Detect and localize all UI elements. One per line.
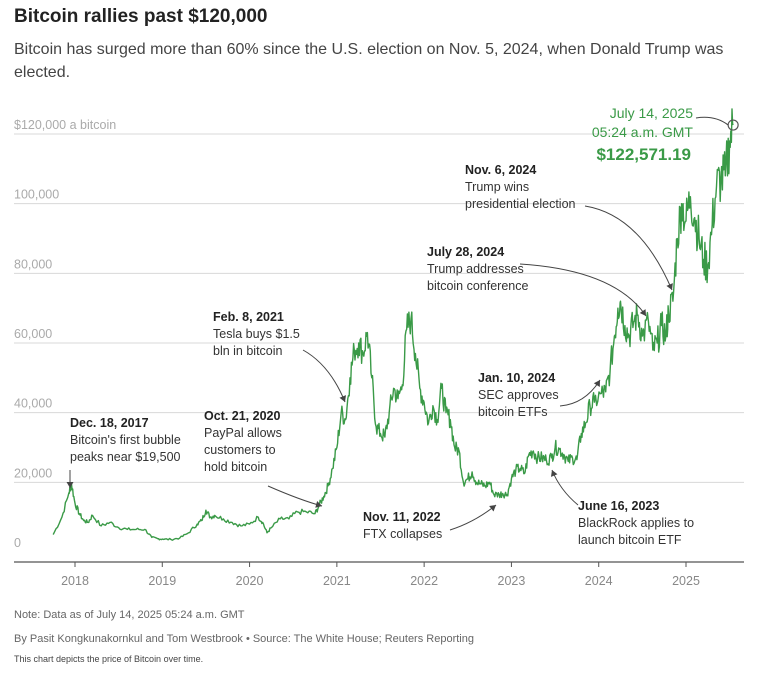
x-tick-label: 2021 xyxy=(323,574,351,588)
x-tick-label: 2022 xyxy=(410,574,438,588)
annotation-text: BlackRock applies to xyxy=(578,516,694,530)
annotation-text: launch bitcoin ETF xyxy=(578,533,682,547)
annotation: Feb. 8, 2021 Tesla buys $1.5 bln in bitcoi… xyxy=(213,310,346,403)
annotation-date: Oct. 21, 2020 xyxy=(204,409,280,423)
arrowhead xyxy=(639,309,646,316)
annotation: Jan. 10, 2024 SEC approves bitcoin ETFs xyxy=(478,371,601,419)
y-axis-ticks: 0 20,000 40,000 60,000 80,000 100,000 $120,000… xyxy=(14,118,116,550)
chart-title: Bitcoin rallies past $120,000 xyxy=(14,6,268,27)
annotation-text: presidential election xyxy=(465,197,576,211)
highlight-date: July 14, 2025 xyxy=(610,105,693,121)
x-axis-ticks: 2018 2019 2020 2021 2022 2023 2024 2025 xyxy=(61,562,700,588)
bitcoin-price-chart: 0 20,000 40,000 60,000 80,000 100,000 $120,000… xyxy=(14,105,744,588)
chart-description: This chart depicts the price of Bitcoin … xyxy=(14,654,204,664)
byline: By Pasit Kongkunakornkul and Tom Westbro… xyxy=(14,633,474,645)
y-tick-label: 100,000 xyxy=(14,188,59,202)
arrowhead xyxy=(315,501,322,508)
x-tick-label: 2018 xyxy=(61,574,89,588)
annotation-text: Bitcoin's first bubble xyxy=(70,433,181,447)
annotation-arrow xyxy=(302,349,346,403)
arrowhead xyxy=(666,283,673,290)
annotation: Nov. 6, 2024 Trump wins presidential elect… xyxy=(465,163,673,291)
annotation-date: July 28, 2024 xyxy=(427,245,504,259)
bitcoin-price-line xyxy=(52,108,734,541)
x-tick-label: 2019 xyxy=(148,574,176,588)
annotation: Nov. 11, 2022 FTX collapses xyxy=(363,504,497,541)
annotation-text: FTX collapses xyxy=(363,527,442,541)
annotation-text: PayPal allows xyxy=(204,426,282,440)
x-tick-label: 2023 xyxy=(498,574,526,588)
x-tick-label: 2024 xyxy=(585,574,613,588)
footnote: Note: Data as of July 14, 2025 05:24 a.m… xyxy=(14,609,245,621)
annotation: Dec. 18, 2017 Bitcoin's first bubble peaks… xyxy=(66,416,181,488)
x-tick-label: 2025 xyxy=(672,574,700,588)
annotation-date: Nov. 6, 2024 xyxy=(465,163,536,177)
annotation-text: Tesla buys $1.5 xyxy=(213,327,300,341)
annotation: June 16, 2023 BlackRock applies to launch … xyxy=(550,469,694,547)
x-tick-label: 2020 xyxy=(236,574,264,588)
annotation: Oct. 21, 2020 PayPal allows customers to ho… xyxy=(204,409,323,508)
annotation-text: bitcoin conference xyxy=(427,279,529,293)
highlight-value: $122,571.19 xyxy=(596,145,691,164)
annotation-text: bitcoin ETFs xyxy=(478,405,547,419)
annotation-date: Nov. 11, 2022 xyxy=(363,510,441,524)
annotation-text: peaks near $19,500 xyxy=(70,450,181,464)
highlight-time: 05:24 a.m. GMT xyxy=(592,124,694,140)
annotation-arrow xyxy=(449,504,497,531)
annotation-arrow xyxy=(519,263,647,317)
annotation-arrow xyxy=(267,485,323,507)
y-tick-label: 20,000 xyxy=(14,466,52,480)
annotation-arrow xyxy=(551,469,579,506)
arrowhead xyxy=(489,505,496,512)
y-tick-label: 80,000 xyxy=(14,257,52,271)
annotation-text: bln in bitcoin xyxy=(213,344,283,358)
y-tick-label: 0 xyxy=(14,536,21,550)
annotation-date: Feb. 8, 2021 xyxy=(213,310,284,324)
chart-subtitle: Bitcoin has surged more than 60% since t… xyxy=(14,41,724,81)
y-tick-label: $120,000 a bitcoin xyxy=(14,118,116,132)
annotation: July 28, 2024 Trump addresses bitcoin conf… xyxy=(427,245,647,317)
annotation-text: customers to xyxy=(204,443,276,457)
grid-layer xyxy=(14,133,744,563)
arrowhead xyxy=(66,482,74,488)
arrowhead xyxy=(550,470,558,477)
arrowhead xyxy=(339,395,346,402)
annotation-text: Trump wins xyxy=(465,180,529,194)
annotation-date: June 16, 2023 xyxy=(578,499,659,513)
highlight-layer: July 14, 2025 05:24 a.m. GMT $122,571.19 xyxy=(592,105,739,164)
annotation-text: Trump addresses xyxy=(427,262,524,276)
y-tick-label: 60,000 xyxy=(14,327,52,341)
y-tick-label: 40,000 xyxy=(14,397,52,411)
series-layer xyxy=(52,108,734,541)
annotation-arrow xyxy=(584,205,673,291)
annotation-text: hold bitcoin xyxy=(204,460,267,474)
annotations-layer: Dec. 18, 2017 Bitcoin's first bubble peaks… xyxy=(66,163,694,547)
annotation-text: SEC approves xyxy=(478,388,559,402)
annotation-date: Jan. 10, 2024 xyxy=(478,371,555,385)
latest-price-leader xyxy=(695,116,729,126)
arrowhead xyxy=(593,380,600,387)
annotation-date: Dec. 18, 2017 xyxy=(70,416,149,430)
